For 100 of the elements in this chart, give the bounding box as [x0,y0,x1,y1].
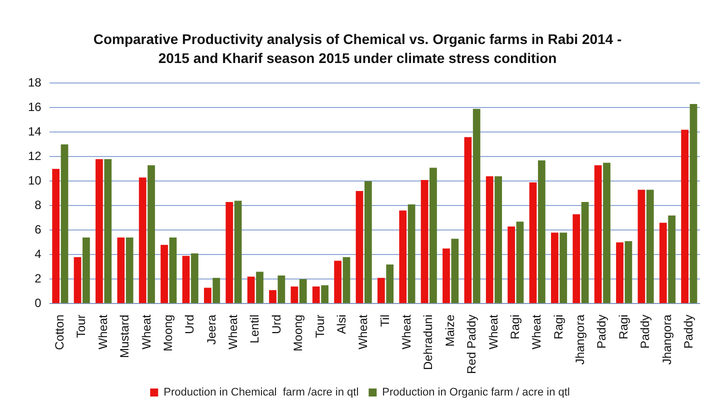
x-tick-label: Wheat [226,314,240,350]
bar [494,176,502,304]
bar [572,214,580,304]
x-tick-label: Alsi [334,314,348,334]
bar [646,190,654,304]
bar [624,241,632,304]
y-tick-label: 8 [34,198,42,212]
bar [169,238,177,304]
bar [516,222,524,304]
bar [529,182,537,304]
x-tick-label: Wheat [400,314,414,350]
bar [616,242,624,304]
x-tick-label: Wheat [96,314,110,350]
x-tick-label: Red Paddy [464,314,479,374]
x-tick-label: Wheat [356,314,370,350]
bar [690,104,698,304]
x-tick-label: Jhangora [573,314,588,365]
y-tick-label: 10 [28,173,42,188]
bar [117,238,125,304]
y-tick-label: 4 [34,246,42,261]
y-tick-label: 18 [28,76,42,90]
x-tick-label: Paddy [681,314,696,349]
bar [226,202,234,304]
bar [256,272,264,304]
x-tick-label: Ragi [508,314,522,340]
bar [386,264,394,304]
x-tick-label: Jeera [204,314,218,345]
bar [247,276,255,304]
y-tick-label: 2 [34,271,42,286]
x-tick-label: Ragi [551,314,566,340]
chart-title: Comparative Productivity analysis of Chemical vs. Organic farms in Rabi 2014 - 2015 and Kharif season 2015 under climate stress condition [92,30,623,68]
bar [204,288,212,304]
x-tick-label: Wheat [486,314,500,350]
x-tick-label: Wheat [530,314,544,350]
x-tick-label: Moong [291,314,306,352]
bar [408,204,416,304]
x-tick-label: Cotton [52,314,67,350]
bar [486,176,494,304]
bar [377,278,385,304]
bar [464,137,472,304]
x-tick-label: Wheat [139,314,154,350]
bar [269,290,276,304]
bar [148,165,155,304]
x-tick-label: Lentil [248,314,262,344]
bar [668,215,676,304]
bar [182,256,190,304]
legend-label: Production in Organic farm / acre in qtl [382,386,570,399]
x-tick-label: Paddy [638,314,652,349]
bar [560,232,568,304]
bar [299,279,307,304]
bar [538,160,546,304]
x-tick-label: Moong [160,314,175,352]
bar [420,180,428,304]
y-tick-label: 14 [28,124,42,138]
x-tick-label: Til [378,314,392,327]
bar [60,144,68,304]
bar [138,177,146,304]
bar [321,285,328,304]
x-tick-label: Dehraduni [421,314,436,370]
bar [82,238,90,304]
x-tick-label: Maize [442,314,457,347]
bar [659,222,667,304]
bar [104,159,112,304]
x-tick-label: Mustard [118,314,132,358]
y-tick-label: 16 [28,100,42,114]
x-tick-label: Urd [182,314,197,334]
legend-label: Production in Chemical farm /acre in qtl [164,386,359,399]
y-tick-label: 12 [28,148,42,163]
bar [160,244,168,304]
x-tick-label: Ragi [616,314,630,340]
bar [364,181,372,304]
bar [442,248,450,304]
bar [234,200,242,304]
bar [342,257,350,304]
bar [212,278,220,304]
bar [430,168,437,304]
bar [638,190,646,304]
bar [356,190,364,304]
bar [312,286,320,304]
bar [96,159,103,304]
y-tick-label: 0 [34,296,42,310]
y-tick-label: 6 [34,222,42,236]
bar [399,210,407,304]
x-tick-label: Urd [269,314,284,334]
bar [603,162,610,304]
bar [508,226,515,304]
bar [451,238,459,304]
bar [551,232,558,304]
bar [190,253,198,304]
bar [594,165,602,304]
x-tick-label: Jhangora [660,314,674,365]
bar [278,275,286,304]
x-tick-label: Paddy [594,314,609,349]
bar [290,286,298,304]
bar [472,108,480,304]
bar [581,202,589,304]
x-tick-label: Tour [312,314,327,338]
bar [74,257,82,304]
x-tick-label: Tour [74,314,88,338]
bar [52,168,60,304]
